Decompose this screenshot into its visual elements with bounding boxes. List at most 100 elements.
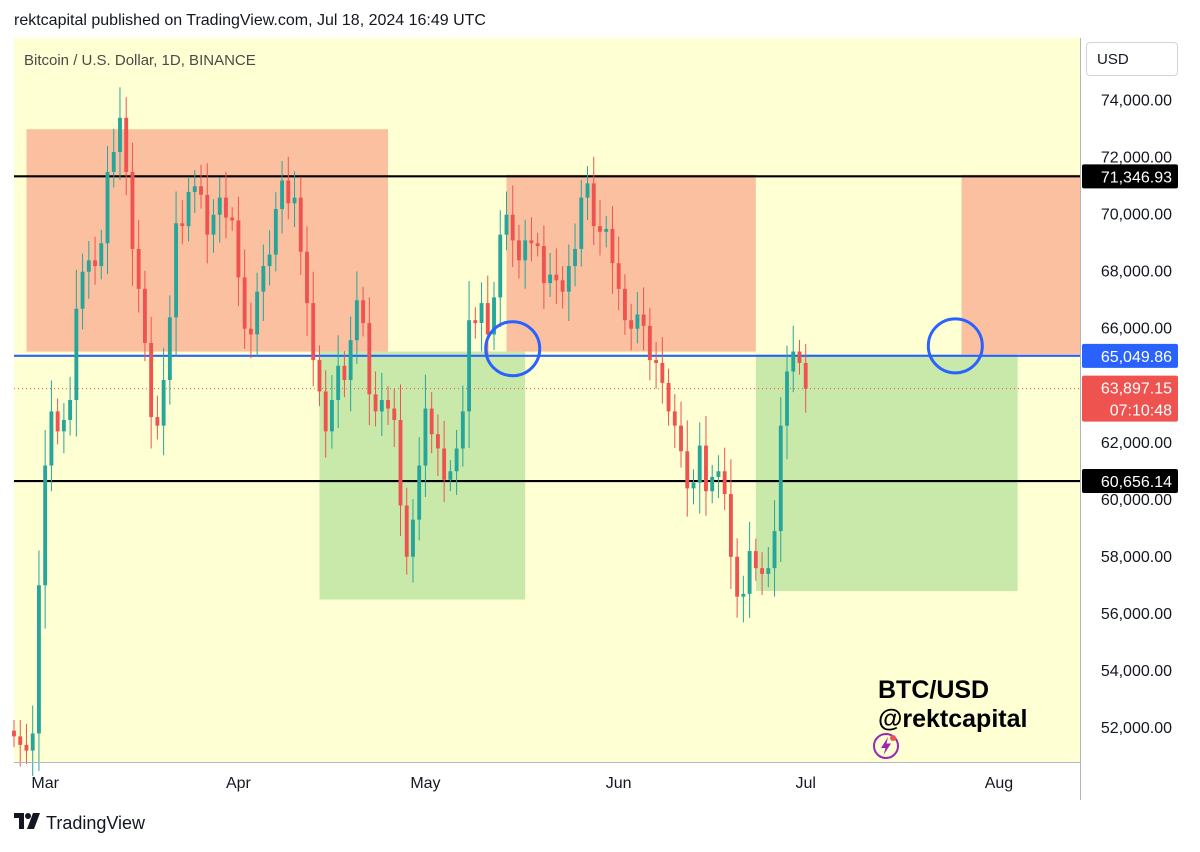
candle — [504, 214, 509, 235]
candle — [61, 419, 66, 432]
candle — [467, 320, 472, 412]
candle — [80, 271, 85, 309]
candle — [348, 340, 353, 381]
time-tick-label: May — [410, 775, 440, 792]
candle — [666, 382, 671, 412]
candle — [435, 434, 440, 449]
candle — [722, 471, 727, 495]
level-price-tag — [1082, 469, 1178, 494]
candle — [12, 730, 16, 737]
price-axis[interactable]: 52,000.00 54,000.00 56,000.00 58,000.00 60,0… — [1101, 93, 1172, 737]
candle — [760, 568, 765, 574]
candle — [273, 209, 278, 255]
candle — [579, 197, 584, 249]
candle — [685, 451, 690, 489]
candle — [43, 465, 48, 586]
candle — [517, 240, 521, 261]
candle — [604, 228, 609, 232]
currency-button[interactable]: USD — [1086, 42, 1178, 76]
chart-title: Bitcoin / U.S. Dollar, 1D, BINANCE — [24, 52, 256, 69]
price-tick-label: 72,000.00 — [1101, 150, 1172, 167]
candle — [192, 186, 197, 192]
candle — [741, 593, 746, 597]
candle — [654, 360, 659, 363]
candle — [130, 171, 135, 249]
candle — [429, 408, 434, 435]
price-tick-label: 70,000.00 — [1101, 207, 1172, 224]
time-tick-label: Jun — [606, 775, 632, 792]
candle — [317, 360, 322, 392]
candle — [242, 277, 247, 329]
support-zone — [319, 351, 526, 600]
countdown-label: 07:10:48 — [1110, 403, 1172, 420]
candle — [417, 465, 422, 520]
price-tick-label: 66,000.00 — [1101, 321, 1172, 338]
current-price-label: 63,897.15 — [1101, 381, 1172, 398]
watermark-author: @rektcapital — [878, 705, 1028, 733]
tradingview-logo-icon[interactable] — [14, 812, 40, 835]
time-tick-label: Mar — [31, 775, 59, 792]
currency-label: USD — [1097, 50, 1129, 68]
candle — [573, 248, 577, 267]
price-tick-label: 56,000.00 — [1101, 606, 1172, 623]
candle — [236, 220, 241, 278]
candle — [454, 448, 459, 472]
candle — [305, 251, 309, 304]
candle — [529, 240, 534, 244]
price-tick-label: 58,000.00 — [1101, 549, 1172, 566]
candle — [136, 248, 141, 289]
level-price-label: 71,346.93 — [1101, 169, 1172, 186]
candle — [716, 471, 721, 477]
candle — [280, 180, 284, 210]
candle — [541, 246, 546, 284]
candle — [286, 180, 291, 204]
candle — [548, 274, 553, 284]
candle — [679, 425, 683, 452]
candle — [37, 585, 41, 734]
candle — [224, 197, 228, 218]
candle — [803, 362, 808, 389]
candle — [118, 117, 122, 153]
footer-brand[interactable]: TradingView — [46, 813, 146, 833]
candle — [479, 303, 484, 324]
candle — [622, 288, 627, 321]
highlight-circle — [926, 317, 984, 375]
candle — [142, 288, 147, 343]
candle — [411, 519, 415, 557]
candle — [180, 223, 185, 227]
time-tick-label: Aug — [985, 775, 1013, 792]
candle — [591, 183, 596, 227]
candle — [672, 411, 677, 426]
candle — [629, 320, 634, 329]
level-price-label: 60,656.14 — [1101, 474, 1172, 491]
price-tick-label: 68,000.00 — [1101, 264, 1172, 281]
level-price-label: 65,049.86 — [1101, 349, 1172, 366]
price-tick-label: 62,000.00 — [1101, 435, 1172, 452]
candle — [766, 568, 771, 574]
candle — [99, 243, 104, 267]
level-price-tag — [1082, 164, 1178, 189]
price-tick-label: 54,000.00 — [1101, 663, 1172, 680]
candle — [186, 191, 191, 227]
candle — [74, 308, 79, 400]
circles-layer — [484, 317, 984, 378]
level-price-tag — [1082, 343, 1178, 368]
candle — [473, 320, 478, 324]
levels-layer — [14, 175, 1080, 483]
candle — [174, 223, 179, 318]
candle — [167, 317, 172, 381]
candle — [49, 411, 54, 466]
time-tick-label: Jul — [795, 775, 815, 792]
candle — [735, 556, 740, 597]
candle — [68, 400, 73, 420]
footer: TradingView — [14, 812, 145, 835]
candle — [778, 425, 783, 532]
candle — [24, 744, 29, 751]
candle — [791, 351, 796, 372]
time-axis[interactable]: Mar Apr May Jun Jul Aug — [31, 775, 1013, 792]
candle — [710, 476, 715, 492]
candle — [404, 505, 409, 557]
candle — [797, 351, 802, 363]
